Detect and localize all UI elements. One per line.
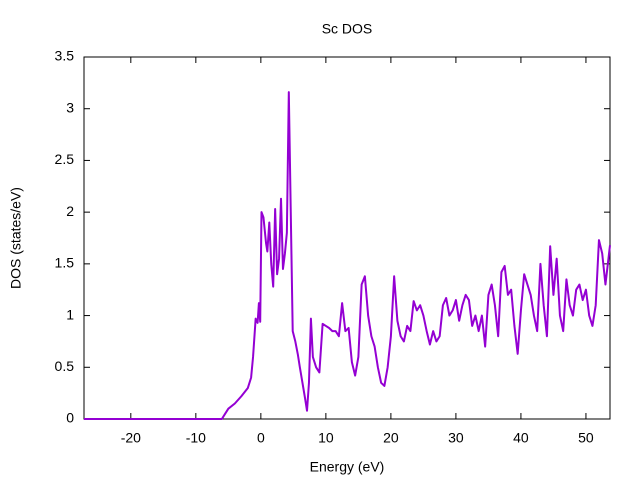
x-axis-label: Energy (eV) [310, 459, 385, 475]
x-tick-label: 20 [383, 430, 399, 446]
y-tick-label: 0.5 [55, 358, 75, 374]
y-tick-label: 2.5 [55, 151, 75, 167]
y-tick-label: 2 [66, 203, 74, 219]
y-tick-label: 0 [66, 410, 74, 426]
y-tick-label: 1 [66, 306, 74, 322]
data-line [84, 91, 611, 420]
x-tick-label: -10 [186, 430, 206, 446]
y-axis-label: DOS (states/eV) [8, 187, 24, 289]
x-tick-label: -20 [121, 430, 141, 446]
y-tick-label: 3 [66, 99, 74, 115]
y-tick-label: 3.5 [55, 48, 75, 64]
x-tick-label: 30 [448, 430, 464, 446]
y-tick-label: 1.5 [55, 255, 75, 271]
plot-frame [83, 56, 611, 420]
x-tick-label: 0 [257, 430, 265, 446]
x-tick-label: 40 [513, 430, 529, 446]
x-tick-label: 50 [578, 430, 594, 446]
x-tick-label: 10 [318, 430, 334, 446]
chart-title: Sc DOS [322, 21, 373, 37]
